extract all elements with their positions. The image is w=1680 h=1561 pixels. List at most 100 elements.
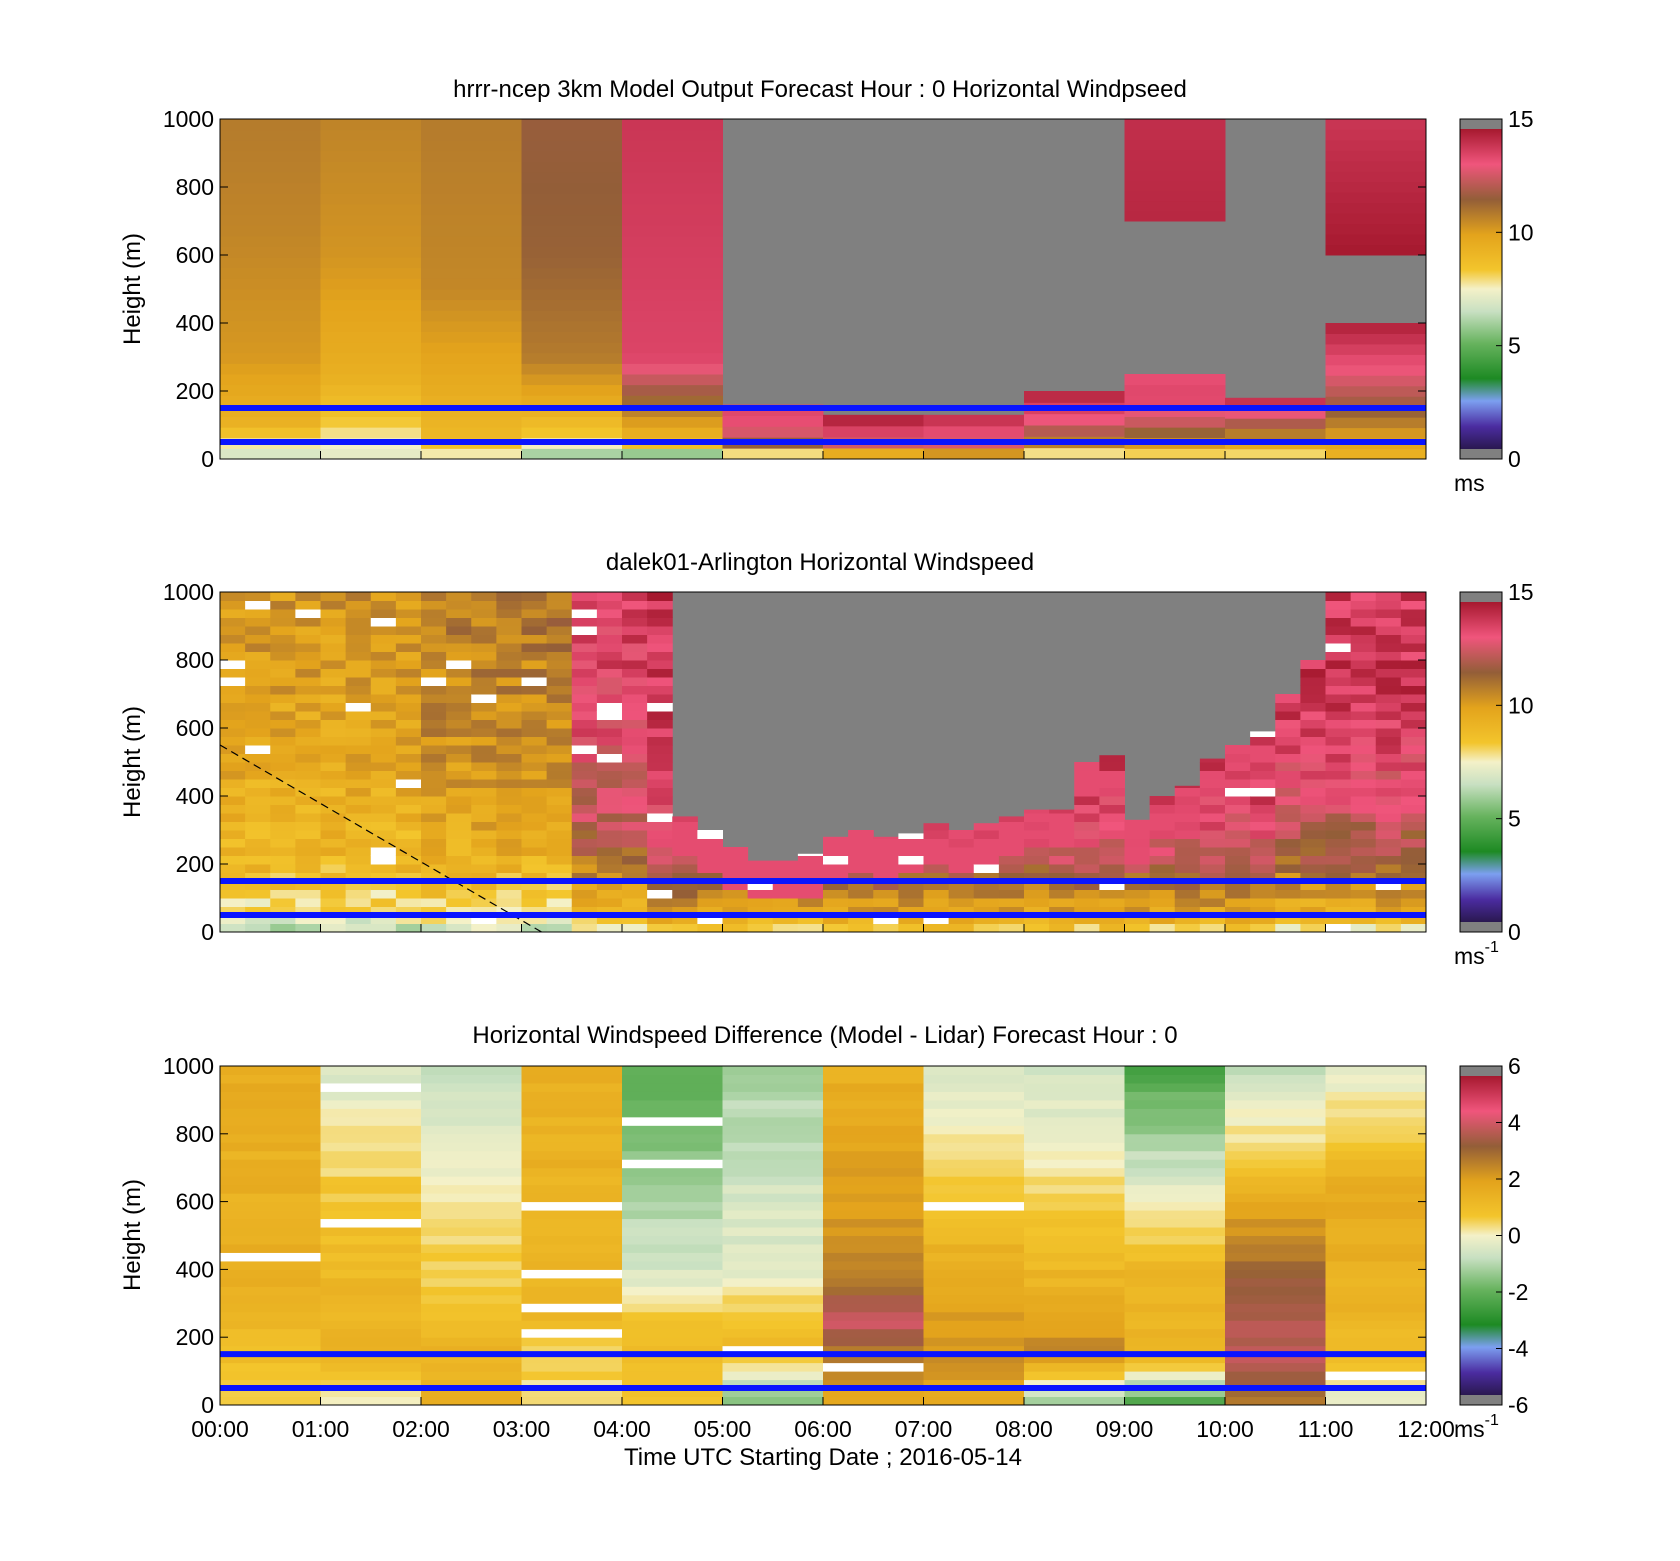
lidar-cell <box>546 600 573 610</box>
difference-cell <box>521 1176 623 1186</box>
lidar-cell <box>1375 609 1402 618</box>
lidar-cell <box>496 847 522 856</box>
lidar-cell <box>998 881 1025 890</box>
difference-cell <box>220 1125 321 1135</box>
lidar-cell <box>973 889 1000 899</box>
lidar-cell <box>245 668 271 678</box>
lidar-cell <box>345 651 372 661</box>
lidar-cell <box>647 898 673 907</box>
difference-cell <box>1225 1388 1326 1398</box>
lidar-cell <box>747 864 774 873</box>
lidar-cell <box>1275 855 1301 865</box>
lidar-cell <box>1400 745 1427 754</box>
lidar-cell <box>1300 762 1326 771</box>
lidar-cell <box>647 617 673 627</box>
lidar-cell <box>1350 813 1377 822</box>
lidar-cell <box>295 838 321 848</box>
model-cell <box>622 289 723 301</box>
model-cell <box>521 427 623 439</box>
model-cell <box>320 129 422 141</box>
lidar-cell <box>270 745 296 754</box>
lidar-cell <box>1124 864 1151 873</box>
difference-cell <box>1325 1201 1427 1211</box>
lidar-cell <box>320 779 347 788</box>
model-cell <box>521 310 623 322</box>
difference-cell <box>923 1116 1025 1126</box>
lidar-cell <box>521 600 548 610</box>
model-cell <box>521 384 623 396</box>
lidar-cell <box>622 651 648 661</box>
lidar-cell <box>1275 770 1301 780</box>
lidar-cell <box>1300 770 1326 780</box>
lidar-cell <box>1049 898 1075 907</box>
lidar-cell <box>697 889 723 899</box>
difference-cell <box>320 1269 422 1279</box>
lidar-cell <box>848 915 874 924</box>
lidar-cell <box>270 592 296 601</box>
lidar-cell <box>596 702 623 712</box>
difference-cell <box>1124 1354 1226 1364</box>
lidar-cell <box>395 872 422 882</box>
difference-cell <box>1124 1133 1226 1143</box>
lidar-cell <box>923 855 950 865</box>
panel-lidar: dalek01-Arlington Horizontal Windspeed 0… <box>119 549 1534 969</box>
lidar-cell <box>496 643 522 652</box>
lidar-cell <box>395 668 422 678</box>
lidar-cell <box>471 762 497 771</box>
difference-cell <box>1124 1142 1226 1152</box>
lidar-cell <box>1024 813 1050 822</box>
difference-cell <box>220 1074 321 1084</box>
lidar-cell <box>270 855 296 865</box>
lidar-cell <box>1225 804 1251 814</box>
model-cell <box>1124 129 1226 140</box>
difference-cell <box>1124 1218 1226 1228</box>
lidar-cell <box>1225 796 1251 805</box>
colorbar-tick-label: 15 <box>1508 579 1534 605</box>
lidar-cell <box>345 719 372 729</box>
lidar-cell <box>1350 872 1377 882</box>
lidar-cell <box>521 702 548 712</box>
lidar-cell <box>521 651 548 661</box>
lidar-cell <box>295 694 321 703</box>
lidar-cell <box>722 872 749 882</box>
lidar-cell <box>1400 753 1427 763</box>
difference-cell <box>1124 1294 1226 1304</box>
model-cell <box>220 448 321 460</box>
lidar-cell <box>697 830 723 839</box>
lidar-cell <box>973 881 1000 890</box>
lidar-cell <box>898 898 924 907</box>
lidar-cell <box>245 600 271 610</box>
lidar-cell <box>421 830 447 839</box>
lidar-cell <box>270 847 296 856</box>
lidar-cell <box>1174 821 1201 831</box>
lidar-cell <box>370 804 397 814</box>
lidar-cell <box>220 685 246 695</box>
lidar-cell <box>923 881 950 890</box>
difference-cell <box>320 1150 422 1160</box>
lidar-cell <box>1325 685 1352 695</box>
lidar-cell <box>1325 821 1352 831</box>
difference-cell <box>1024 1218 1125 1228</box>
xtick-label: 09:00 <box>1096 1416 1154 1442</box>
lidar-cell <box>370 796 397 805</box>
difference-cell <box>320 1260 422 1270</box>
difference-cell <box>320 1320 422 1330</box>
difference-cell <box>1124 1328 1226 1338</box>
difference-cell <box>923 1074 1025 1084</box>
lidar-cell <box>1350 779 1377 788</box>
colorbar-under <box>1460 1395 1502 1405</box>
difference-cell <box>823 1159 924 1169</box>
lidar-cell <box>1275 779 1301 788</box>
model-cell <box>421 416 522 428</box>
lidar-cell <box>546 838 573 848</box>
lidar-cell <box>1174 813 1201 822</box>
model-cell <box>1325 150 1427 162</box>
panel-difference-ylabel: Height (m) <box>119 1179 146 1291</box>
lidar-cell <box>1149 838 1176 848</box>
lidar-cell <box>1375 838 1402 848</box>
difference-cell <box>521 1116 623 1126</box>
lidar-cell <box>446 702 472 712</box>
lidar-cell <box>1124 838 1151 848</box>
lidar-cell <box>1099 872 1125 882</box>
lidar-cell <box>1199 915 1226 924</box>
